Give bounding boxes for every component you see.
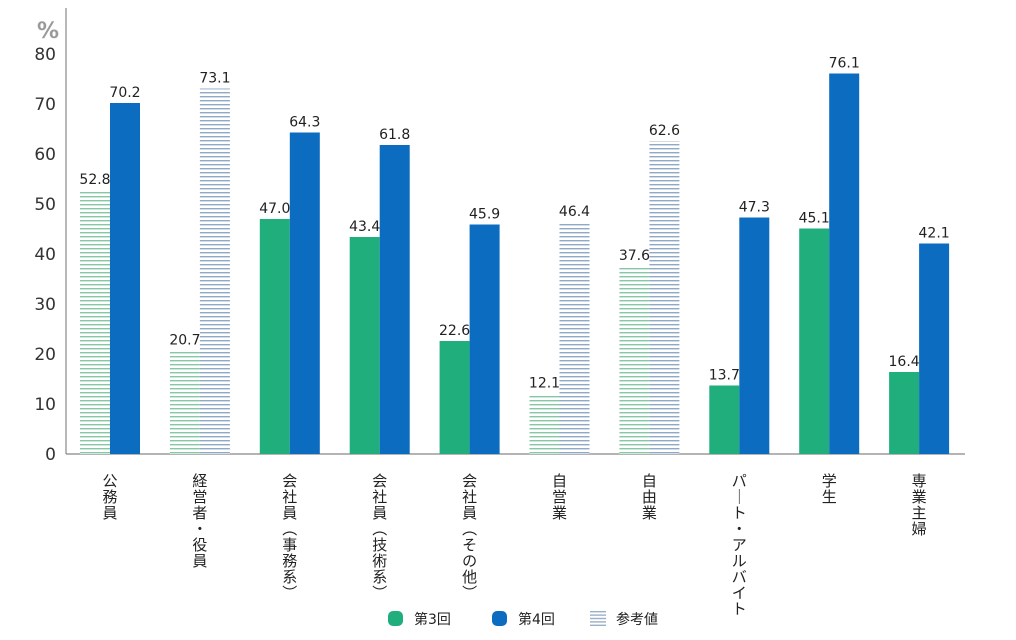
bar-round3-9 [889, 372, 920, 454]
data-label: 42.1 [919, 226, 950, 242]
bar-round4-4 [469, 224, 500, 454]
bar-round3-0 [80, 190, 110, 454]
axes: % 0 10 20 30 40 50 60 70 80 [34, 8, 965, 465]
y-tick-label: 60 [34, 145, 56, 165]
y-tick-label: 40 [34, 245, 56, 265]
y-unit-label: % [37, 19, 59, 44]
bar-round4-3 [379, 145, 410, 454]
y-tick-label: 20 [34, 345, 56, 365]
data-label: 20.7 [169, 333, 200, 349]
legend-label: 第3回 [414, 611, 451, 628]
category-label: 会社員︵事務系︶ [282, 472, 297, 602]
category-label: 公務員 [102, 472, 117, 522]
data-label: 70.2 [109, 85, 140, 101]
bar-round4-8 [829, 73, 860, 454]
data-label: 12.1 [529, 376, 560, 392]
data-label: 45.9 [469, 207, 500, 223]
data-label: 43.4 [349, 219, 380, 235]
data-label: 76.1 [829, 56, 860, 72]
y-tick-label: 70 [34, 95, 56, 115]
category-label: 自営業 [552, 472, 567, 522]
bar-round3-2 [259, 219, 290, 454]
data-labels: 52.8 70.2 20.7 73.1 47.0 64.3 43.4 61.8 22.6 45.9… [79, 56, 949, 392]
legend-swatch [492, 611, 507, 626]
bar-round4-0 [110, 103, 140, 454]
category-label: 専業主婦 [912, 472, 927, 538]
legend-label: 第4回 [518, 611, 555, 628]
bar-round3-3 [349, 237, 380, 454]
data-label: 16.4 [889, 354, 920, 370]
data-label: 47.3 [739, 200, 770, 216]
category-label: 会社員︵技術系︶ [372, 472, 387, 602]
legend-swatch [388, 611, 403, 626]
bar-round4-2 [289, 132, 320, 454]
bar-round4-6 [649, 141, 680, 454]
data-label: 61.8 [379, 127, 410, 143]
bar-round3-7 [709, 385, 740, 454]
data-label: 64.3 [289, 115, 320, 131]
data-label: 52.8 [79, 172, 110, 188]
bar-round4-7 [739, 217, 770, 454]
y-tick-label: 0 [45, 445, 56, 465]
legend-swatch [590, 611, 606, 626]
category-label: 会社員︵その他︶ [462, 472, 477, 602]
data-label: 62.6 [649, 123, 680, 139]
y-tick-label: 80 [34, 45, 56, 65]
bar-round3-8 [799, 228, 830, 454]
data-label: 45.1 [799, 211, 830, 227]
data-label: 47.0 [259, 201, 290, 217]
bar-round3-1 [169, 350, 200, 454]
bar-round4-5 [559, 222, 590, 454]
category-label: 学生 [822, 472, 837, 506]
legend: 第3回 第4回 参考値 [388, 611, 658, 628]
category-label: 自由業 [642, 472, 657, 522]
bar-round3-5 [529, 393, 560, 454]
category-label: 経営者・役員 [192, 472, 207, 570]
category-labels: 公務員 経営者・役員 会社員︵事務系︶ 会社員︵技術系︶ 会社員︵その他︶ 自営業 自由業 パ… [102, 472, 926, 618]
bar-round3-6 [619, 266, 650, 454]
y-tick-label: 30 [34, 295, 56, 315]
bar-round4-9 [919, 243, 950, 454]
data-label: 46.4 [559, 204, 590, 220]
data-label: 22.6 [439, 323, 470, 339]
category-label: パ｜ト・アルバイト [732, 472, 747, 618]
bar-round4-1 [199, 88, 230, 454]
data-label: 37.6 [619, 248, 650, 264]
bars [80, 73, 950, 454]
data-label: 73.1 [199, 71, 230, 87]
bar-round3-4 [439, 341, 470, 454]
legend-label: 参考値 [616, 611, 658, 628]
data-label: 13.7 [709, 368, 740, 384]
y-tick-label: 10 [34, 395, 56, 415]
y-tick-label: 50 [34, 195, 56, 215]
